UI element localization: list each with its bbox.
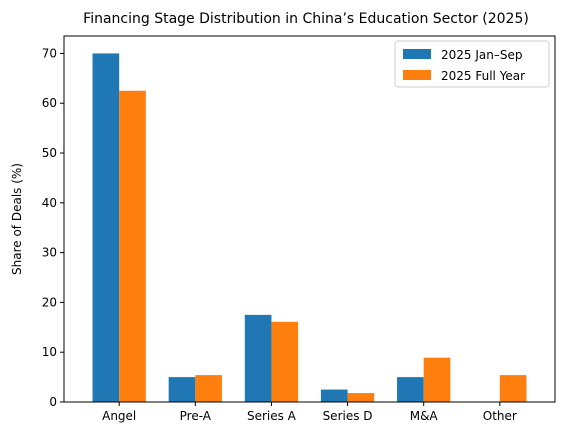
- legend: 2025 Jan–Sep 2025 Full Year: [394, 40, 550, 88]
- y-tick-label: 30: [42, 246, 57, 260]
- bar-series2-other: [499, 375, 527, 402]
- legend-box: [394, 40, 550, 88]
- y-tick-label: 0: [49, 395, 57, 409]
- x-tick-label: Other: [483, 409, 517, 423]
- plot-area: 0 10 20 30 40 50 60 70 Angel Pre-A Series A Series …: [42, 35, 556, 423]
- axes-frame: [63, 35, 556, 403]
- y-tick-label: 40: [42, 196, 57, 210]
- legend-swatch: [403, 49, 431, 59]
- legend-swatch: [403, 70, 431, 80]
- legend-label: 2025 Full Year: [441, 69, 525, 83]
- y-tick-label: 10: [42, 345, 57, 359]
- bar-series2-series-a: [271, 321, 299, 402]
- y-tick-label: 20: [42, 295, 57, 309]
- bar-series1-pre-a: [168, 377, 196, 402]
- y-tick-label: 70: [42, 46, 57, 60]
- bar-series2-m-a: [423, 357, 451, 402]
- bar-series1-angel: [92, 53, 120, 403]
- chart-title: Financing Stage Distribution in China’s …: [83, 11, 529, 27]
- x-tick-label: Series D: [323, 409, 373, 423]
- bar-series1-series-a: [244, 314, 272, 402]
- bar-series2-series-d: [347, 393, 375, 402]
- x-tick-label: Series A: [247, 409, 297, 423]
- x-tick-label: M&A: [410, 409, 439, 423]
- bar-series1-m-a: [397, 377, 424, 402]
- bar-series1-series-d: [320, 389, 348, 402]
- y-axis-label: Share of Deals (%): [10, 163, 24, 275]
- legend-label: 2025 Jan–Sep: [441, 48, 522, 62]
- bar-series2-pre-a: [195, 375, 222, 402]
- x-tick-label: Pre-A: [180, 409, 212, 423]
- y-tick-label: 50: [42, 146, 57, 160]
- y-tick-label: 60: [42, 96, 57, 110]
- x-tick-label: Angel: [102, 409, 136, 423]
- bar-series2-angel: [119, 90, 146, 402]
